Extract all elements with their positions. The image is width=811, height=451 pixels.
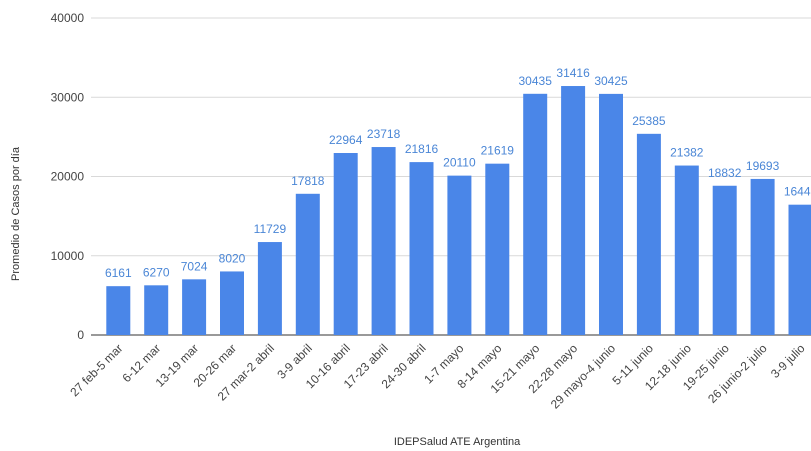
data-label: 7024 <box>181 259 208 273</box>
data-label: 18832 <box>708 166 742 180</box>
bar <box>712 185 737 335</box>
data-label: 11729 <box>254 222 287 236</box>
data-label: 16443 <box>784 185 811 199</box>
data-label: 8020 <box>219 251 246 265</box>
data-label: 19693 <box>746 159 780 173</box>
data-label: 22964 <box>329 133 363 147</box>
bar <box>257 242 282 335</box>
bar <box>750 178 775 335</box>
data-label: 25385 <box>632 114 666 128</box>
data-label: 31416 <box>556 66 590 80</box>
bar <box>220 271 244 335</box>
x-tick-label: 3-9 julio <box>768 341 808 381</box>
data-label: 21382 <box>670 146 704 160</box>
bar <box>371 147 396 335</box>
bar <box>106 286 131 335</box>
y-tick-label: 40000 <box>51 11 85 25</box>
bar <box>636 133 661 335</box>
bar <box>295 193 320 335</box>
data-label: 20110 <box>443 156 476 170</box>
y-tick-label: 30000 <box>51 90 85 104</box>
bar <box>523 93 548 335</box>
data-label: 6161 <box>105 266 132 280</box>
x-tick-label: 29 mayo-4 junio <box>548 341 619 412</box>
bar <box>599 93 623 336</box>
data-labels: 6161 6270 7024 8020 11729 17818 22964 23718 2181… <box>105 66 811 280</box>
bar <box>182 279 207 335</box>
y-tick-label: 0 <box>77 328 84 342</box>
x-axis-title: IDEPSalud ATE Argentina <box>394 436 521 448</box>
bar <box>674 165 699 335</box>
bar <box>561 86 586 335</box>
bars <box>106 86 811 336</box>
data-label: 6270 <box>143 265 170 279</box>
data-label: 30425 <box>594 74 628 88</box>
y-axis-title: Promedio de Casos por día <box>10 146 22 281</box>
data-label: 30435 <box>519 74 553 88</box>
y-axis-ticks: 0 10000 20000 30000 40000 <box>51 11 85 342</box>
data-label: 21619 <box>481 144 515 158</box>
data-label: 17818 <box>291 174 325 188</box>
bar <box>788 204 811 335</box>
bar <box>409 162 434 335</box>
bar <box>447 175 472 335</box>
bar <box>333 153 358 335</box>
data-label: 23718 <box>367 127 401 141</box>
x-tick-label: 27 feb-5 mar <box>67 341 125 399</box>
y-tick-label: 10000 <box>51 249 85 263</box>
data-label: 21816 <box>405 142 439 156</box>
y-tick-label: 20000 <box>51 170 85 184</box>
bar <box>144 285 169 335</box>
bar <box>485 163 510 335</box>
